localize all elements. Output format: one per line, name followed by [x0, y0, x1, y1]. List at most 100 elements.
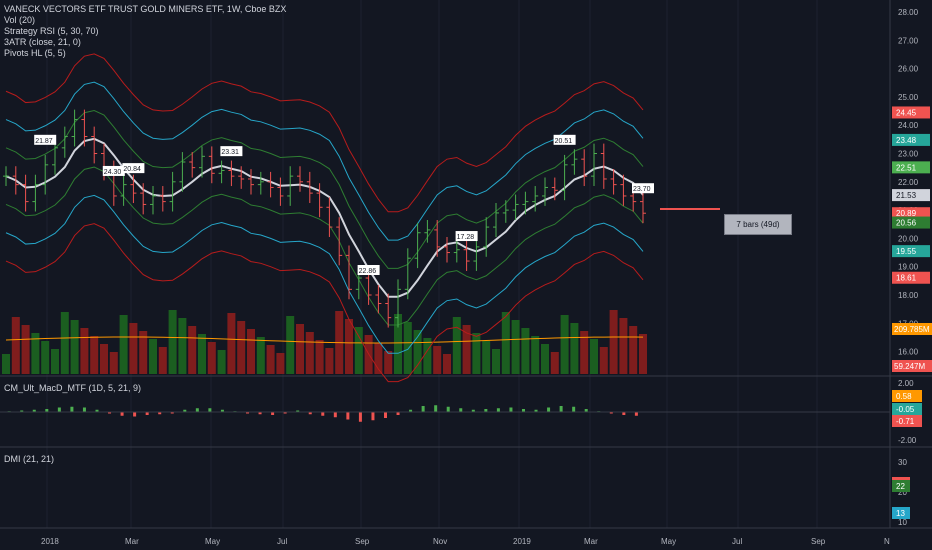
macd-value-tag-bg: [892, 403, 922, 415]
volume-bar: [541, 344, 549, 374]
macd-histogram-bar: [371, 412, 375, 421]
time-tick-label: Jul: [277, 537, 287, 546]
volume-bar: [21, 325, 30, 374]
time-tick-label: 2018: [41, 537, 59, 546]
macd-histogram-bar: [57, 407, 61, 412]
volume-bar: [266, 345, 275, 374]
macd-histogram-bar: [547, 407, 551, 412]
volume-bar: [198, 334, 206, 374]
price-tag: 19.55: [896, 247, 917, 256]
band-outer-lower: [5, 223, 644, 383]
macd-histogram-bar: [20, 410, 24, 412]
price-tag-bg: [892, 245, 930, 258]
volume-bar: [560, 315, 569, 374]
volume-bar: [296, 324, 304, 374]
volume-bar: [609, 310, 618, 374]
macd-histogram-bar: [170, 412, 174, 414]
volume-bar: [2, 354, 10, 374]
volume-bar: [374, 343, 383, 374]
legend-strategy-rsi: Strategy RSI (5, 30, 70): [4, 26, 99, 36]
macd-histogram-bar: [358, 412, 362, 422]
pivot-label: 17.28: [457, 234, 475, 241]
volume-bar: [227, 313, 236, 374]
macd-histogram-bar: [321, 412, 325, 416]
price-tag-bg: [892, 189, 930, 202]
symbol-title: VANECK VECTORS ETF TRUST GOLD MINERS ETF…: [4, 4, 287, 14]
macd-histogram-bar: [133, 412, 137, 417]
macd-histogram-bar: [509, 407, 513, 412]
volume-bar: [639, 334, 647, 374]
volume-tag-bg: [892, 360, 932, 372]
macd-value-tag: -0.71: [896, 417, 915, 426]
price-tag-bg: [892, 271, 930, 284]
time-tick-label: Sep: [355, 537, 370, 546]
dmi-value-tag-bg: [892, 480, 910, 492]
dmi-tick-label: 10: [898, 518, 907, 527]
volume-bar: [570, 323, 579, 374]
price-tick-label: 22.00: [898, 178, 919, 187]
dmi-value-tag: 22: [896, 482, 905, 491]
macd-histogram-bar: [283, 412, 287, 414]
price-tick-label: 23.00: [898, 150, 919, 159]
time-tick-label: May: [205, 537, 220, 546]
time-tick-label: Nov: [433, 537, 447, 546]
time-tick-label: Jul: [732, 537, 742, 546]
volume-bar: [60, 312, 69, 374]
price-axis: 28.0027.0026.0025.0024.0023.0022.0021.00…: [892, 8, 932, 372]
pivot-labels: 21.87 24.30 20.84 23.31 22.86 17.28 20.51 23.70: [34, 134, 654, 275]
pivot-label-bg: [455, 231, 478, 242]
macd-histogram-bar: [521, 409, 525, 412]
volume-bar: [178, 318, 187, 374]
pivot-label-bg: [102, 165, 125, 176]
time-tick-label: Sep: [811, 537, 826, 546]
volume-bar: [580, 331, 589, 374]
main-legend: VANECK VECTORS ETF TRUST GOLD MINERS ETF…: [4, 4, 286, 59]
price-tag-bg: [892, 106, 930, 119]
dmi-legend: DMI (21, 21): [4, 454, 55, 464]
volume-bar: [168, 310, 177, 374]
bars-range-callout[interactable]: 7 bars (49d): [724, 214, 792, 235]
volume-bar: [70, 320, 79, 374]
time-tick-label: 2019: [513, 537, 531, 546]
price-tag: 24.45: [896, 108, 917, 117]
macd-histogram-bar: [434, 405, 438, 412]
macd-histogram-bar: [333, 412, 337, 418]
volume-bar: [413, 330, 422, 374]
price-tag-bg: [892, 161, 930, 174]
volume-bar: [31, 333, 40, 374]
volume-bar: [247, 329, 255, 374]
volume-ma-line: [5, 336, 644, 344]
volume-bar: [80, 328, 89, 374]
pivot-label-bg: [220, 146, 243, 157]
pivot-label: 23.70: [633, 186, 651, 193]
price-tick-label: 16.00: [898, 348, 919, 357]
time-tick-label: Mar: [125, 537, 139, 546]
macd-value-tag-bg: [892, 415, 922, 427]
atr-bands: [5, 53, 644, 383]
macd-histogram-bar: [32, 409, 36, 412]
volume-bar: [188, 326, 197, 374]
macd-histogram-bar: [584, 409, 588, 412]
dmi-value-tag-bg: [892, 507, 910, 519]
price-tag-bg: [892, 133, 930, 146]
volume-bar: [550, 352, 559, 374]
volume-bar: [51, 349, 59, 374]
volume-bar: [305, 332, 314, 374]
macd-histogram-bar: [108, 412, 112, 414]
price-tick-label: 18.00: [898, 291, 919, 300]
macd-histogram-bar: [82, 407, 86, 412]
volume-tag-bg: [892, 323, 932, 335]
volume-bars: [2, 310, 647, 374]
volume-bar: [599, 347, 608, 374]
time-tick-label: May: [661, 537, 676, 546]
price-tag: 20.56: [896, 219, 917, 228]
time-axis: 2018 Mar May Jul Sep Nov 2019 Mar May Jul Sep N: [41, 537, 890, 546]
price-candles: [3, 109, 646, 328]
macd-histogram-bar: [271, 412, 275, 415]
macd-histogram-bar: [346, 412, 350, 420]
macd-histogram-bar: [572, 406, 576, 412]
volume-bar: [452, 317, 461, 374]
volume-bar: [90, 336, 99, 374]
pivot-label-bg: [632, 183, 654, 194]
